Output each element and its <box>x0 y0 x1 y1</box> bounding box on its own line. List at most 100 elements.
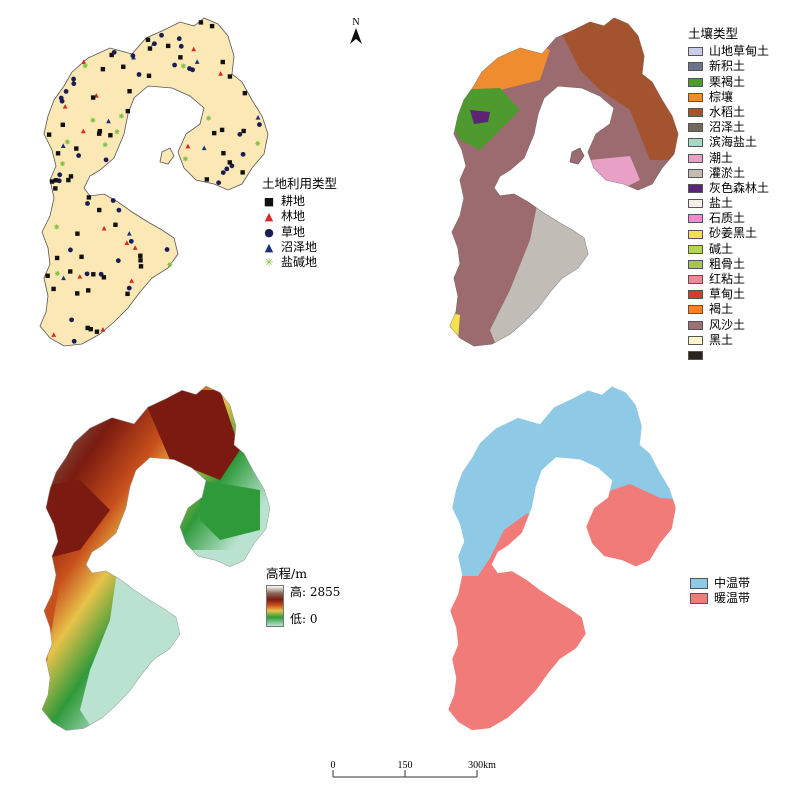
scale-label-0: 0 <box>331 760 336 771</box>
cropland-sample-point <box>147 46 153 51</box>
soil-swatch <box>688 244 703 254</box>
soil-swatch <box>688 92 703 102</box>
north-label: N <box>352 17 359 28</box>
saline-sample-point <box>206 115 212 121</box>
soil-legend: 土壤类型 山地草甸土 新积土 栗褐土 棕壤 水稻土 沼泽土 滨海盐土 潮土 灌淤土 灰色森林土 盐土… <box>688 26 769 363</box>
cropland-sample-point <box>227 74 233 79</box>
cropland-sample-point <box>68 174 74 179</box>
soil-swatch <box>688 290 703 300</box>
grassland-sample-point <box>126 285 132 291</box>
soil-legend-item: 新积土 <box>688 59 769 74</box>
cropland-sample-point <box>204 177 210 182</box>
soil-swatch <box>688 305 703 315</box>
north-arrow-icon <box>350 28 362 44</box>
cropland-sample-point <box>46 132 52 137</box>
landuse-legend-label: 盐碱地 <box>281 254 318 269</box>
grassland-sample-point <box>103 157 109 163</box>
soil-legend-label: 粗骨土 <box>709 256 746 271</box>
climate-legend-item: 中温带 <box>690 576 750 591</box>
soil-swatch <box>688 138 703 148</box>
soil-swatch <box>688 259 703 269</box>
soil-legend-item: 山地草甸土 <box>688 44 769 59</box>
soil-legend-item: 灌淤土 <box>688 166 769 181</box>
grassland-sample-point <box>152 41 157 47</box>
saline-sample-point <box>182 156 188 162</box>
asterisk-icon: ✳ <box>264 255 274 269</box>
cropland-sample-point <box>60 122 66 128</box>
triangle-icon: ▲ <box>264 210 274 224</box>
elevation-map <box>41 385 270 731</box>
soil-swatch <box>688 77 703 87</box>
soil-legend-item: 红粘土 <box>688 272 769 287</box>
grassland-sample-point <box>216 180 222 186</box>
soil-legend-item: 黑土 <box>688 333 769 348</box>
soil-swatch <box>688 229 703 239</box>
grassland-sample-point <box>71 338 77 344</box>
forest-sample-point <box>218 71 224 76</box>
triangle-icon: ▲ <box>264 240 274 254</box>
cropland-sample-point <box>100 66 106 72</box>
soil-legend-item: 水稻土 <box>688 105 769 120</box>
grassland-sample-point <box>128 238 134 244</box>
soil-legend-label: 褐土 <box>709 302 734 317</box>
forest-sample-point <box>77 274 83 279</box>
soil-swatch <box>688 168 703 178</box>
grassland-sample-point <box>240 151 246 157</box>
cropland-sample-point <box>241 128 246 134</box>
climate-legend-items: 中温带 暖温带 <box>690 576 750 606</box>
soil-swatch <box>688 47 703 57</box>
landuse-legend-items: ■ 耕地 ▲ 林地 ● 草地 ▲ 沼泽地 ✳ 盐碱地 <box>262 194 337 270</box>
soil-legend-label: 红粘土 <box>709 272 746 287</box>
soil-legend-label: 滨海盐土 <box>709 135 758 150</box>
elevation-hills-east <box>200 480 260 540</box>
cropland-sample-point <box>101 275 107 280</box>
saline-sample-point <box>64 139 70 145</box>
saline-sample-point <box>60 161 66 167</box>
forest-sample-point <box>185 143 191 149</box>
landuse-map <box>39 17 269 347</box>
cropland-sample-point <box>109 52 114 58</box>
grassland-sample-point <box>71 76 76 82</box>
climate-swatch <box>690 578 708 590</box>
cropland-sample-point <box>146 73 152 78</box>
grassland-sample-point <box>229 163 235 169</box>
soil-purple-patch <box>470 110 490 124</box>
cropland-sample-point <box>165 43 171 49</box>
soil-legend-title: 土壤类型 <box>688 26 739 41</box>
saline-sample-point <box>54 271 60 277</box>
grassland-sample-point <box>115 258 121 264</box>
cropland-sample-point <box>75 291 80 296</box>
cropland-sample-point <box>91 272 96 277</box>
soil-legend-item: 盐土 <box>688 196 769 211</box>
soil-swatch <box>688 153 703 163</box>
cropland-sample-point <box>113 222 118 227</box>
elevation-colorbar <box>266 585 284 628</box>
soil-legend-label: 黑土 <box>709 332 734 347</box>
forest-sample-point <box>81 59 87 64</box>
grassland-sample-point <box>164 247 170 252</box>
north-arrow: N <box>344 16 368 46</box>
soil-legend-label: 砂姜黑土 <box>709 226 758 241</box>
circle-icon: ● <box>264 225 274 239</box>
soil-legend-item: 粗骨土 <box>688 257 769 272</box>
wetland-sample-point <box>61 275 66 281</box>
soil-legend-label: 沼泽土 <box>709 120 746 135</box>
cropland-sample-point <box>125 291 130 297</box>
grassland-sample-point <box>237 131 243 137</box>
grassland-sample-point <box>84 271 90 277</box>
scale-label-300km: 300km <box>468 760 496 771</box>
square-icon: ■ <box>263 195 275 209</box>
saline-sample-point <box>255 140 261 146</box>
soil-legend-label: 盐土 <box>709 196 734 211</box>
landuse-legend: 土地利用类型 ■ 耕地 ▲ 林地 ● 草地 ▲ 沼泽地 ✳ 盐碱地 <box>262 176 337 270</box>
cropland-sample-point <box>88 326 93 332</box>
soil-legend-item: 草甸土 <box>688 287 769 302</box>
region-outline <box>39 17 269 347</box>
soil-legend-label: 草甸土 <box>709 287 746 302</box>
cropland-sample-point <box>74 146 79 151</box>
climate-legend: 中温带 暖温带 <box>690 576 750 606</box>
soil-legend-item: 褐土 <box>688 302 769 317</box>
cropland-sample-point <box>138 258 143 263</box>
wetland-sample-point <box>194 59 200 64</box>
scale-label-150: 150 <box>398 760 413 771</box>
